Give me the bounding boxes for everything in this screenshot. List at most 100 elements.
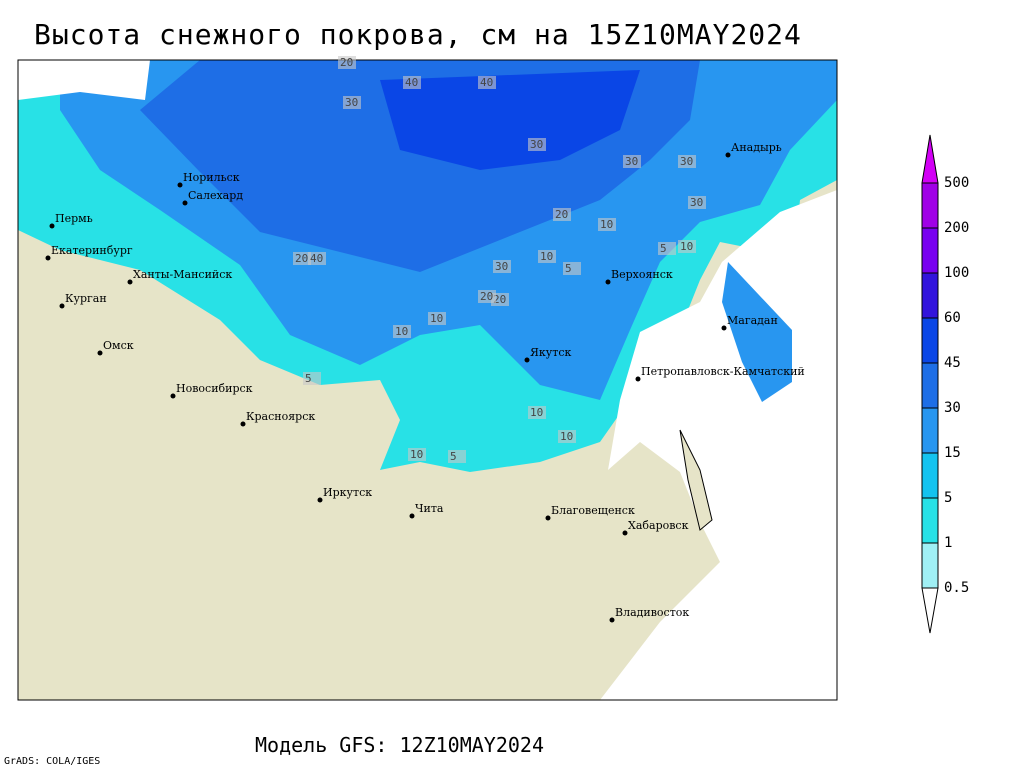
contour-label-bg [658, 242, 676, 255]
city-dot [605, 279, 611, 285]
city-label: Екатеринбург [51, 244, 133, 257]
contour-label-bg [428, 312, 446, 325]
city-dot [177, 182, 183, 188]
colorbar-label: 30 [944, 400, 961, 416]
contour-label: 20 [493, 293, 506, 306]
contour-label: 10 [560, 430, 573, 443]
city-dot [622, 530, 628, 536]
contour-label-bg [343, 96, 361, 109]
city-label: Чита [415, 502, 444, 515]
contour-label: 10 [530, 406, 543, 419]
map-frame [17, 59, 838, 701]
city-dot [170, 393, 176, 399]
contour-label-bg [448, 450, 466, 463]
contour-label-bg [408, 448, 426, 461]
contour-label-bg [528, 406, 546, 419]
contour-label-bg [623, 155, 641, 168]
colorbar-label: 60 [944, 310, 961, 326]
contour-label-bg [678, 240, 696, 253]
contour-label-bg [688, 196, 706, 209]
contour-label-bg [598, 218, 616, 231]
city-label: Курган [65, 292, 107, 305]
contour-label: 20 [480, 290, 493, 303]
colorbar-box [921, 407, 939, 454]
contour-label-bg [493, 260, 511, 273]
city-dot [524, 357, 530, 363]
city-label: Салехард [188, 189, 243, 202]
contour-label: 30 [495, 260, 508, 273]
contour-label-bg [678, 155, 696, 168]
city-dot [409, 513, 415, 519]
city-dot [97, 350, 103, 356]
contour-label: 30 [680, 155, 693, 168]
colorbar-tri-bottom [921, 587, 939, 634]
city-label: Новосибирск [176, 382, 253, 395]
contour-label: 30 [530, 138, 543, 151]
colorbar-label: 45 [944, 355, 961, 371]
contour-label: 40 [405, 76, 418, 89]
colorbar-label: 200 [944, 220, 969, 236]
city-dot [240, 421, 246, 427]
contour-label: 5 [305, 372, 312, 385]
contour-label: 20 [295, 252, 308, 265]
city-dot [45, 255, 51, 261]
contour-label-bg [403, 76, 421, 89]
colorbar-box [921, 452, 939, 499]
contour-label: 10 [680, 240, 693, 253]
snow-deeper [380, 70, 640, 170]
city-label: Омск [103, 339, 134, 352]
city-label: Хабаровск [628, 519, 689, 532]
contour-label: 30 [690, 196, 703, 209]
contour-label: 20 [555, 208, 568, 221]
city-label: Красноярск [246, 410, 315, 423]
contour-label: 20 [340, 56, 353, 69]
city-dot [635, 376, 641, 382]
city-dot [127, 279, 133, 285]
city-label: Магадан [727, 314, 778, 327]
contour-label: 5 [660, 242, 667, 255]
contour-label-bg [303, 372, 321, 385]
contour-label-bg [338, 56, 356, 69]
sea [18, 60, 150, 100]
contour-label-bg [478, 76, 496, 89]
contour-label-bg [528, 138, 546, 151]
city-label: Пермь [55, 212, 93, 225]
contour-label-bg [308, 252, 326, 265]
kamchatka [722, 262, 792, 402]
sakhalin [679, 429, 713, 531]
colorbar-label: 100 [944, 265, 969, 281]
city-dot [545, 515, 551, 521]
colorbar-box [921, 317, 939, 364]
contour-label-bg [553, 208, 571, 221]
colorbar-box [921, 362, 939, 409]
contour-label: 5 [450, 450, 457, 463]
contour-label: 10 [430, 312, 443, 325]
city-label: Благовещенск [551, 504, 635, 517]
title: Высота снежного покрова, см на 15Z10MAY2… [34, 18, 802, 51]
city-dot [609, 617, 615, 623]
contour-label: 40 [480, 76, 493, 89]
city-label: Анадырь [731, 141, 782, 154]
colorbar-label: 500 [944, 175, 969, 191]
city-dot [317, 497, 323, 503]
contour-label-bg [478, 290, 496, 303]
city-dot [725, 152, 731, 158]
contour-label: 10 [600, 218, 613, 231]
colorbar-box [921, 182, 939, 229]
contour-label: 10 [410, 448, 423, 461]
colorbar-box [921, 272, 939, 319]
contour-label: 5 [565, 262, 572, 275]
colorbar-label: 5 [944, 490, 952, 506]
contour-label: 10 [540, 250, 553, 263]
colorbar-tri-top [921, 134, 939, 184]
contour-label: 40 [310, 252, 323, 265]
city-label: Ханты-Мансийск [133, 268, 232, 281]
contour-label-bg [538, 250, 556, 263]
contour-label: 30 [345, 96, 358, 109]
colorbar-box [921, 542, 939, 589]
credit: GrADS: COLA/IGES [4, 756, 100, 767]
colorbar-box [921, 227, 939, 274]
